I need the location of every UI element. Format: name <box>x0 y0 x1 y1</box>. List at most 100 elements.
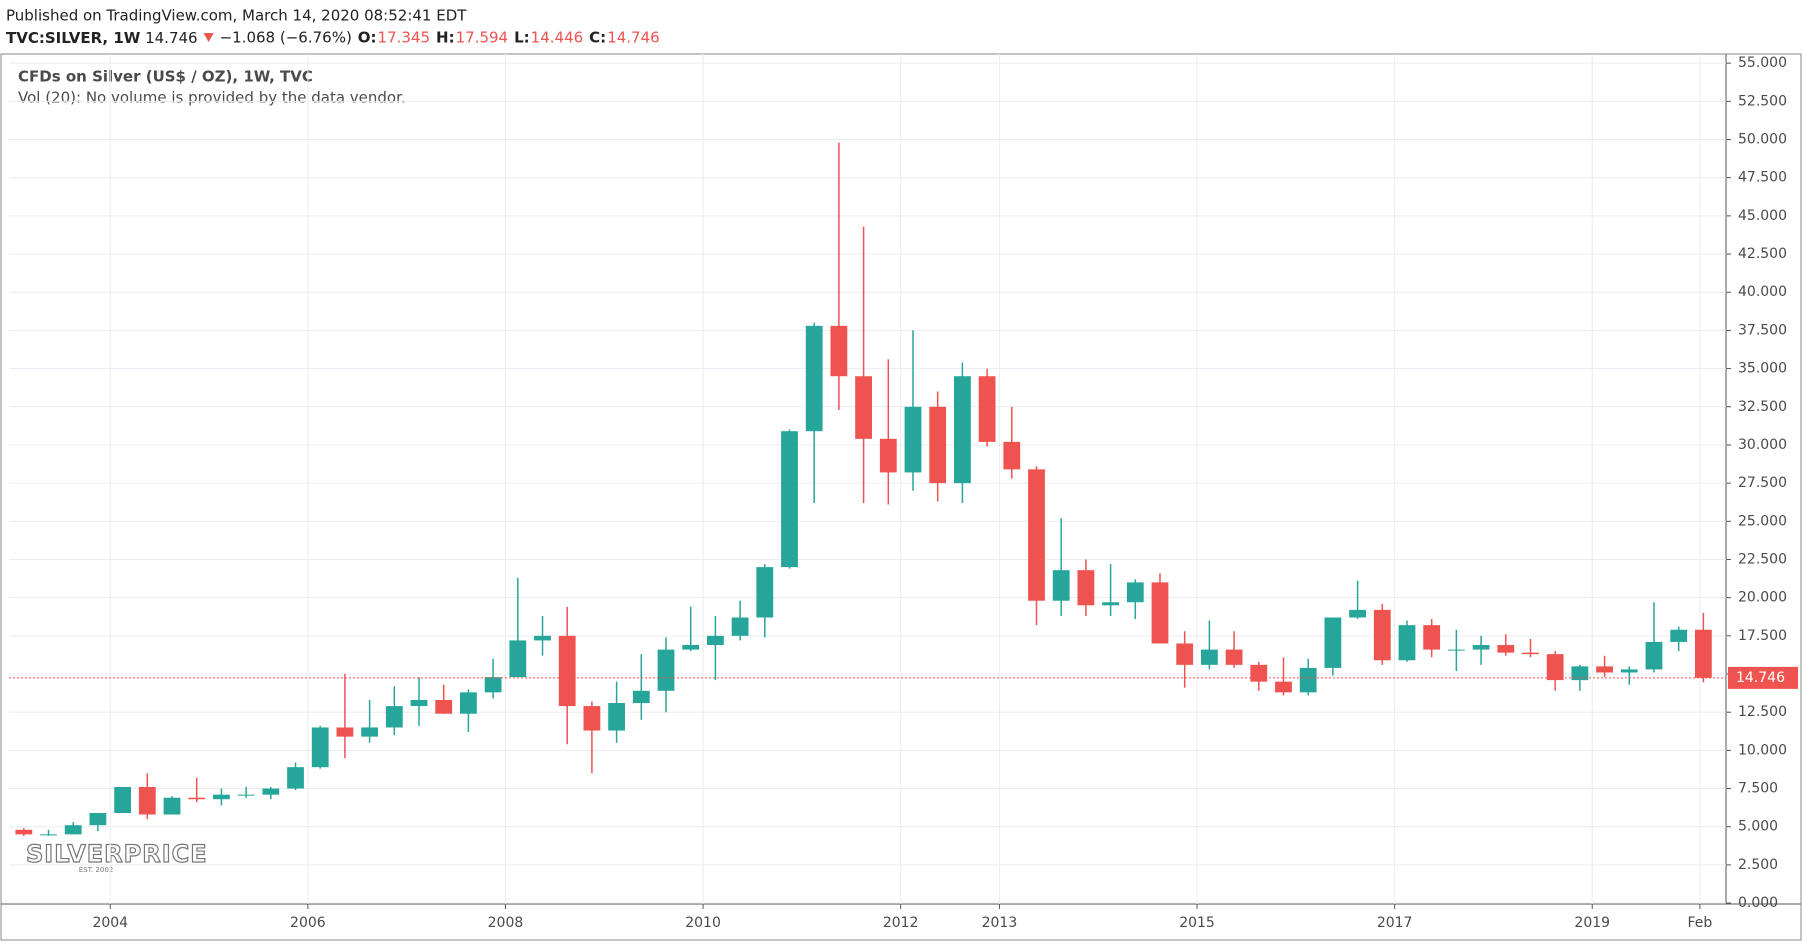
y-tick-label: 25.000 <box>1738 513 1787 529</box>
published: Published on TradingView.com, March 14, … <box>6 7 467 25</box>
y-tick-label: 5.000 <box>1738 819 1778 835</box>
candle-body <box>460 692 477 714</box>
candle-body <box>805 325 823 432</box>
candle-body <box>904 406 922 473</box>
candle-body <box>1028 469 1045 601</box>
candle-body <box>707 635 724 645</box>
y-tick-label: 27.500 <box>1738 475 1787 491</box>
x-tick-label: Feb <box>1688 915 1713 931</box>
legend-subtitle: Vol (20): No volume is provided by the d… <box>18 89 406 107</box>
y-tick-label: 17.500 <box>1738 628 1787 644</box>
x-tick-label: 2004 <box>92 915 128 931</box>
candle-body <box>1324 617 1342 668</box>
y-tick-label: 42.500 <box>1738 246 1787 262</box>
candle-body <box>756 567 774 618</box>
watermark-sub: EST. 2002 <box>79 866 114 874</box>
candle-body <box>89 812 107 826</box>
x-tick-label: 2019 <box>1574 915 1610 931</box>
candle-body <box>657 649 675 691</box>
candle-body <box>830 325 848 377</box>
candle-body <box>1151 582 1169 644</box>
y-tick-label: 50.000 <box>1738 132 1787 148</box>
candle-body <box>855 376 872 439</box>
x-tick-label: 2006 <box>290 915 326 931</box>
x-tick-label: 2008 <box>488 915 524 931</box>
symbol: TVC:SILVER, 1W <box>6 29 141 47</box>
ohlc-label: C: <box>589 29 606 47</box>
ticker-line: TVC:SILVER, 1W 14.746 <box>6 29 198 47</box>
candle-body <box>1250 664 1268 682</box>
candle-body <box>435 699 453 714</box>
candle-body <box>534 635 551 641</box>
last: 14.746 <box>145 29 198 47</box>
watermark: SILVERPRICE <box>26 840 208 868</box>
candle-body <box>1571 666 1589 681</box>
y-tick-label: 32.500 <box>1738 399 1787 415</box>
candle-body <box>15 829 33 835</box>
y-tick-label: 0.000 <box>1738 895 1778 911</box>
candle-body <box>1694 629 1712 678</box>
candle-body <box>682 644 700 650</box>
y-tick-label: 2.500 <box>1738 857 1778 873</box>
y-tick-label: 35.000 <box>1738 361 1787 377</box>
legend-title: CFDs on Silver (US$ / OZ), 1W, TVC <box>18 68 313 86</box>
y-tick-label: 30.000 <box>1738 437 1787 453</box>
candle-body <box>287 767 304 789</box>
plot <box>9 54 1726 904</box>
x-tick-label: 2012 <box>883 915 919 931</box>
candle-body <box>953 376 971 484</box>
candle-body <box>1620 669 1638 673</box>
candle-body <box>1670 629 1688 642</box>
candle-body <box>361 727 379 737</box>
candle-body <box>1423 625 1441 650</box>
candle-body <box>978 376 996 442</box>
candle-body <box>1126 582 1144 603</box>
y-tick-label: 10.000 <box>1738 742 1787 758</box>
candle-body <box>608 703 626 731</box>
candle-body <box>1102 602 1119 606</box>
candle-body <box>1447 649 1465 651</box>
y-tick-label: 22.500 <box>1738 551 1787 567</box>
candle-body <box>1472 644 1490 650</box>
ohlc-label: H: <box>436 29 455 47</box>
candle-body <box>1077 570 1095 606</box>
candle-body <box>262 788 280 795</box>
candle-body <box>1225 649 1243 665</box>
y-tick-label: 45.000 <box>1738 208 1787 224</box>
candle-body <box>1349 609 1366 618</box>
ohlc-value: 14.746 <box>607 29 660 47</box>
candle-body <box>1200 649 1218 665</box>
x-tick-label: 2015 <box>1179 915 1215 931</box>
y-tick-label: 20.000 <box>1738 590 1787 606</box>
ohlc-value: −1.068 (−6.76%) <box>220 29 352 47</box>
ohlc-values: −1.068 (−6.76%) O: 17.345 H: 17.594 L: 14.446 C… <box>203 29 660 47</box>
ohlc-label: O: <box>358 29 377 47</box>
candle-body <box>138 787 156 815</box>
candle-body <box>237 794 255 796</box>
candle-body <box>188 797 206 800</box>
candle-body <box>64 825 82 835</box>
candle-body <box>929 406 947 484</box>
candle-body <box>1052 570 1070 601</box>
ohlc-value: 17.594 <box>456 29 509 47</box>
candle-body <box>583 706 601 731</box>
y-tick-label: 7.500 <box>1738 781 1778 797</box>
candle-body <box>40 834 57 836</box>
candle-body <box>1596 666 1613 673</box>
candle-body <box>114 787 132 813</box>
x-tick-label: 2010 <box>685 915 721 931</box>
ohlc-value: 14.446 <box>531 29 584 47</box>
candle-body <box>1497 644 1515 653</box>
last-price-label: 14.746 <box>1736 670 1785 686</box>
y-tick-label: 52.500 <box>1738 93 1787 109</box>
candle-body <box>558 635 576 707</box>
candle-body <box>1176 643 1194 665</box>
candle-body <box>336 727 354 737</box>
ohlc-value: 17.345 <box>378 29 431 47</box>
candle-body <box>879 438 897 473</box>
candle-body <box>731 617 749 636</box>
candle-body <box>1275 681 1292 693</box>
